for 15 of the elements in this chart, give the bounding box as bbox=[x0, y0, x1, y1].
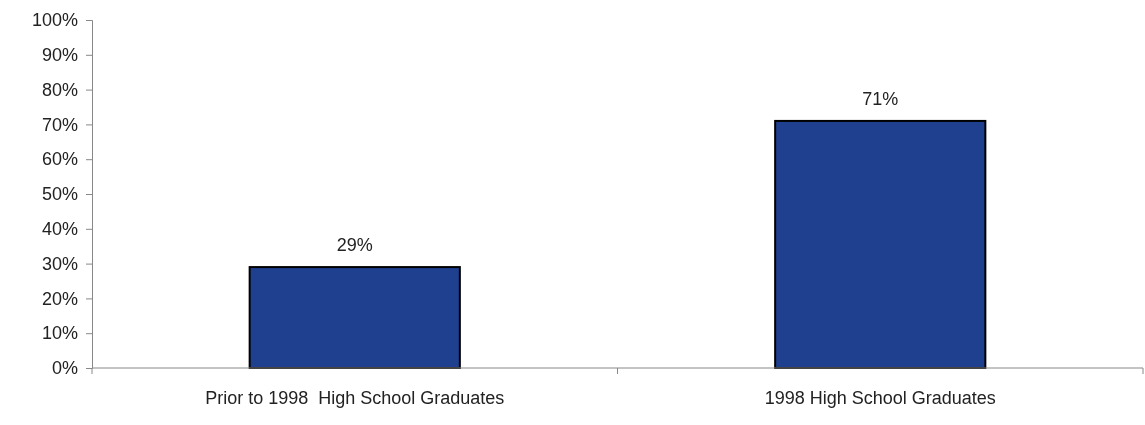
y-tick-label: 80% bbox=[41, 79, 78, 100]
y-tick-label: 50% bbox=[41, 184, 78, 205]
y-tick-label: 0% bbox=[51, 358, 78, 379]
y-tick-label: 100% bbox=[31, 10, 78, 31]
x-tick-label: Prior to 1998 High School Graduates bbox=[205, 388, 505, 408]
y-tick-label: 30% bbox=[41, 253, 78, 274]
x-tick-label: 1998 High School Graduates bbox=[764, 388, 996, 408]
y-tick-label: 40% bbox=[41, 219, 78, 240]
y-tick-label: 10% bbox=[41, 323, 78, 344]
y-tick-label: 20% bbox=[41, 288, 78, 309]
y-tick-label: 60% bbox=[41, 149, 78, 170]
y-tick-label: 70% bbox=[41, 114, 78, 135]
y-tick-label: 90% bbox=[41, 45, 78, 66]
data-label: 29% bbox=[336, 235, 373, 256]
data-label: 71% bbox=[862, 88, 899, 109]
